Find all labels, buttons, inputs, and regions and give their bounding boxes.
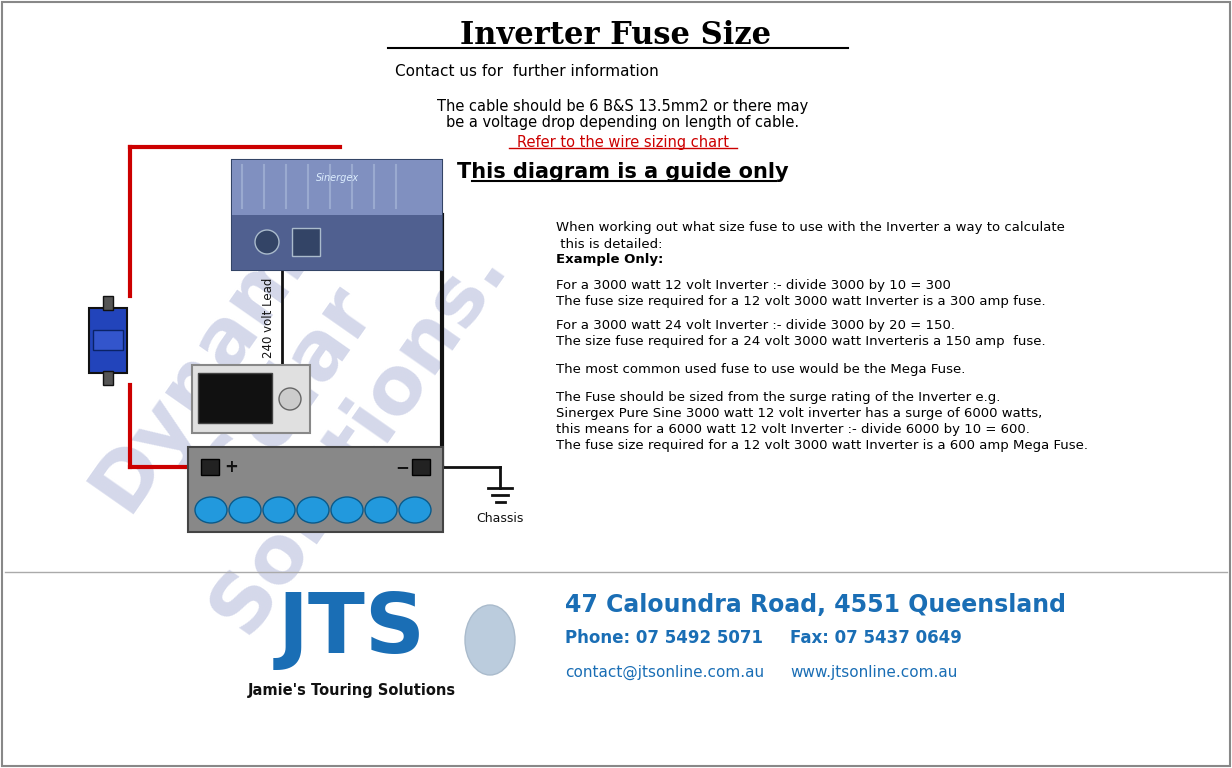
Text: The most common used fuse to use would be the Mega Fuse.: The most common used fuse to use would b… <box>556 363 966 376</box>
Bar <box>232 160 442 215</box>
Text: Refer to the wire sizing chart: Refer to the wire sizing chart <box>517 134 729 150</box>
Text: +: + <box>224 458 238 476</box>
Bar <box>103 370 113 385</box>
Ellipse shape <box>297 497 329 523</box>
Bar <box>201 459 219 475</box>
Text: Phone: 07 5492 5071: Phone: 07 5492 5071 <box>565 629 763 647</box>
Bar <box>192 365 310 433</box>
Text: This diagram is a guide only: This diagram is a guide only <box>457 162 788 182</box>
Text: The fuse size required for a 12 volt 3000 watt Inverter is a 300 amp fuse.: The fuse size required for a 12 volt 300… <box>556 294 1046 307</box>
Bar <box>92 330 123 350</box>
Circle shape <box>278 388 301 410</box>
Text: this means for a 6000 watt 12 volt Inverter :- divide 6000 by 10 = 600.: this means for a 6000 watt 12 volt Inver… <box>556 423 1030 436</box>
Text: The size fuse required for a 24 volt 3000 watt Inverteris a 150 amp  fuse.: The size fuse required for a 24 volt 300… <box>556 336 1046 349</box>
Text: The Fuse should be sized from the surge rating of the Inverter e.g.: The Fuse should be sized from the surge … <box>556 392 1000 405</box>
Text: Jamie's Touring Solutions: Jamie's Touring Solutions <box>248 683 456 697</box>
Text: www.jtsonline.com.au: www.jtsonline.com.au <box>790 664 957 680</box>
Text: contact@jtsonline.com.au: contact@jtsonline.com.au <box>565 664 764 680</box>
Text: 240 volt Lead: 240 volt Lead <box>261 277 275 358</box>
Text: this is detailed:: this is detailed: <box>556 237 663 250</box>
Text: Dynamic
Solar
Solutions.: Dynamic Solar Solutions. <box>58 133 521 647</box>
Text: Sinergex Pure Sine 3000 watt 12 volt inverter has a surge of 6000 watts,: Sinergex Pure Sine 3000 watt 12 volt inv… <box>556 408 1042 421</box>
Text: For a 3000 watt 12 volt Inverter :- divide 3000 by 10 = 300: For a 3000 watt 12 volt Inverter :- divi… <box>556 279 951 292</box>
Text: The cable should be 6 B&S 13.5mm2 or there may: The cable should be 6 B&S 13.5mm2 or the… <box>437 100 808 114</box>
Bar <box>411 459 430 475</box>
Text: Contact us for  further information: Contact us for further information <box>395 65 659 80</box>
Bar <box>198 373 272 423</box>
Text: −: − <box>395 458 409 476</box>
Text: The fuse size required for a 12 volt 3000 watt Inverter is a 600 amp Mega Fuse.: The fuse size required for a 12 volt 300… <box>556 439 1088 452</box>
Bar <box>232 160 442 270</box>
Text: For a 3000 watt 24 volt Inverter :- divide 3000 by 20 = 150.: For a 3000 watt 24 volt Inverter :- divi… <box>556 319 955 333</box>
Circle shape <box>255 230 278 254</box>
Text: Inverter Fuse Size: Inverter Fuse Size <box>461 19 771 51</box>
Ellipse shape <box>262 497 294 523</box>
Ellipse shape <box>195 497 227 523</box>
Bar <box>188 447 444 532</box>
Ellipse shape <box>229 497 261 523</box>
Ellipse shape <box>399 497 431 523</box>
Text: When working out what size fuse to use with the Inverter a way to calculate: When working out what size fuse to use w… <box>556 221 1064 234</box>
Ellipse shape <box>464 605 515 675</box>
Text: be a voltage drop depending on length of cable.: be a voltage drop depending on length of… <box>446 115 800 131</box>
Text: Example Only:: Example Only: <box>556 253 663 266</box>
Bar <box>89 307 127 372</box>
Text: JTS: JTS <box>278 590 426 670</box>
Text: Fax: 07 5437 0649: Fax: 07 5437 0649 <box>790 629 962 647</box>
Bar <box>292 228 320 256</box>
Bar <box>103 296 113 310</box>
Ellipse shape <box>331 497 363 523</box>
Bar <box>232 215 442 270</box>
Text: Sinergex: Sinergex <box>315 173 359 183</box>
Ellipse shape <box>365 497 397 523</box>
Text: Chassis: Chassis <box>477 511 524 525</box>
Text: 47 Caloundra Road, 4551 Queensland: 47 Caloundra Road, 4551 Queensland <box>565 593 1066 617</box>
